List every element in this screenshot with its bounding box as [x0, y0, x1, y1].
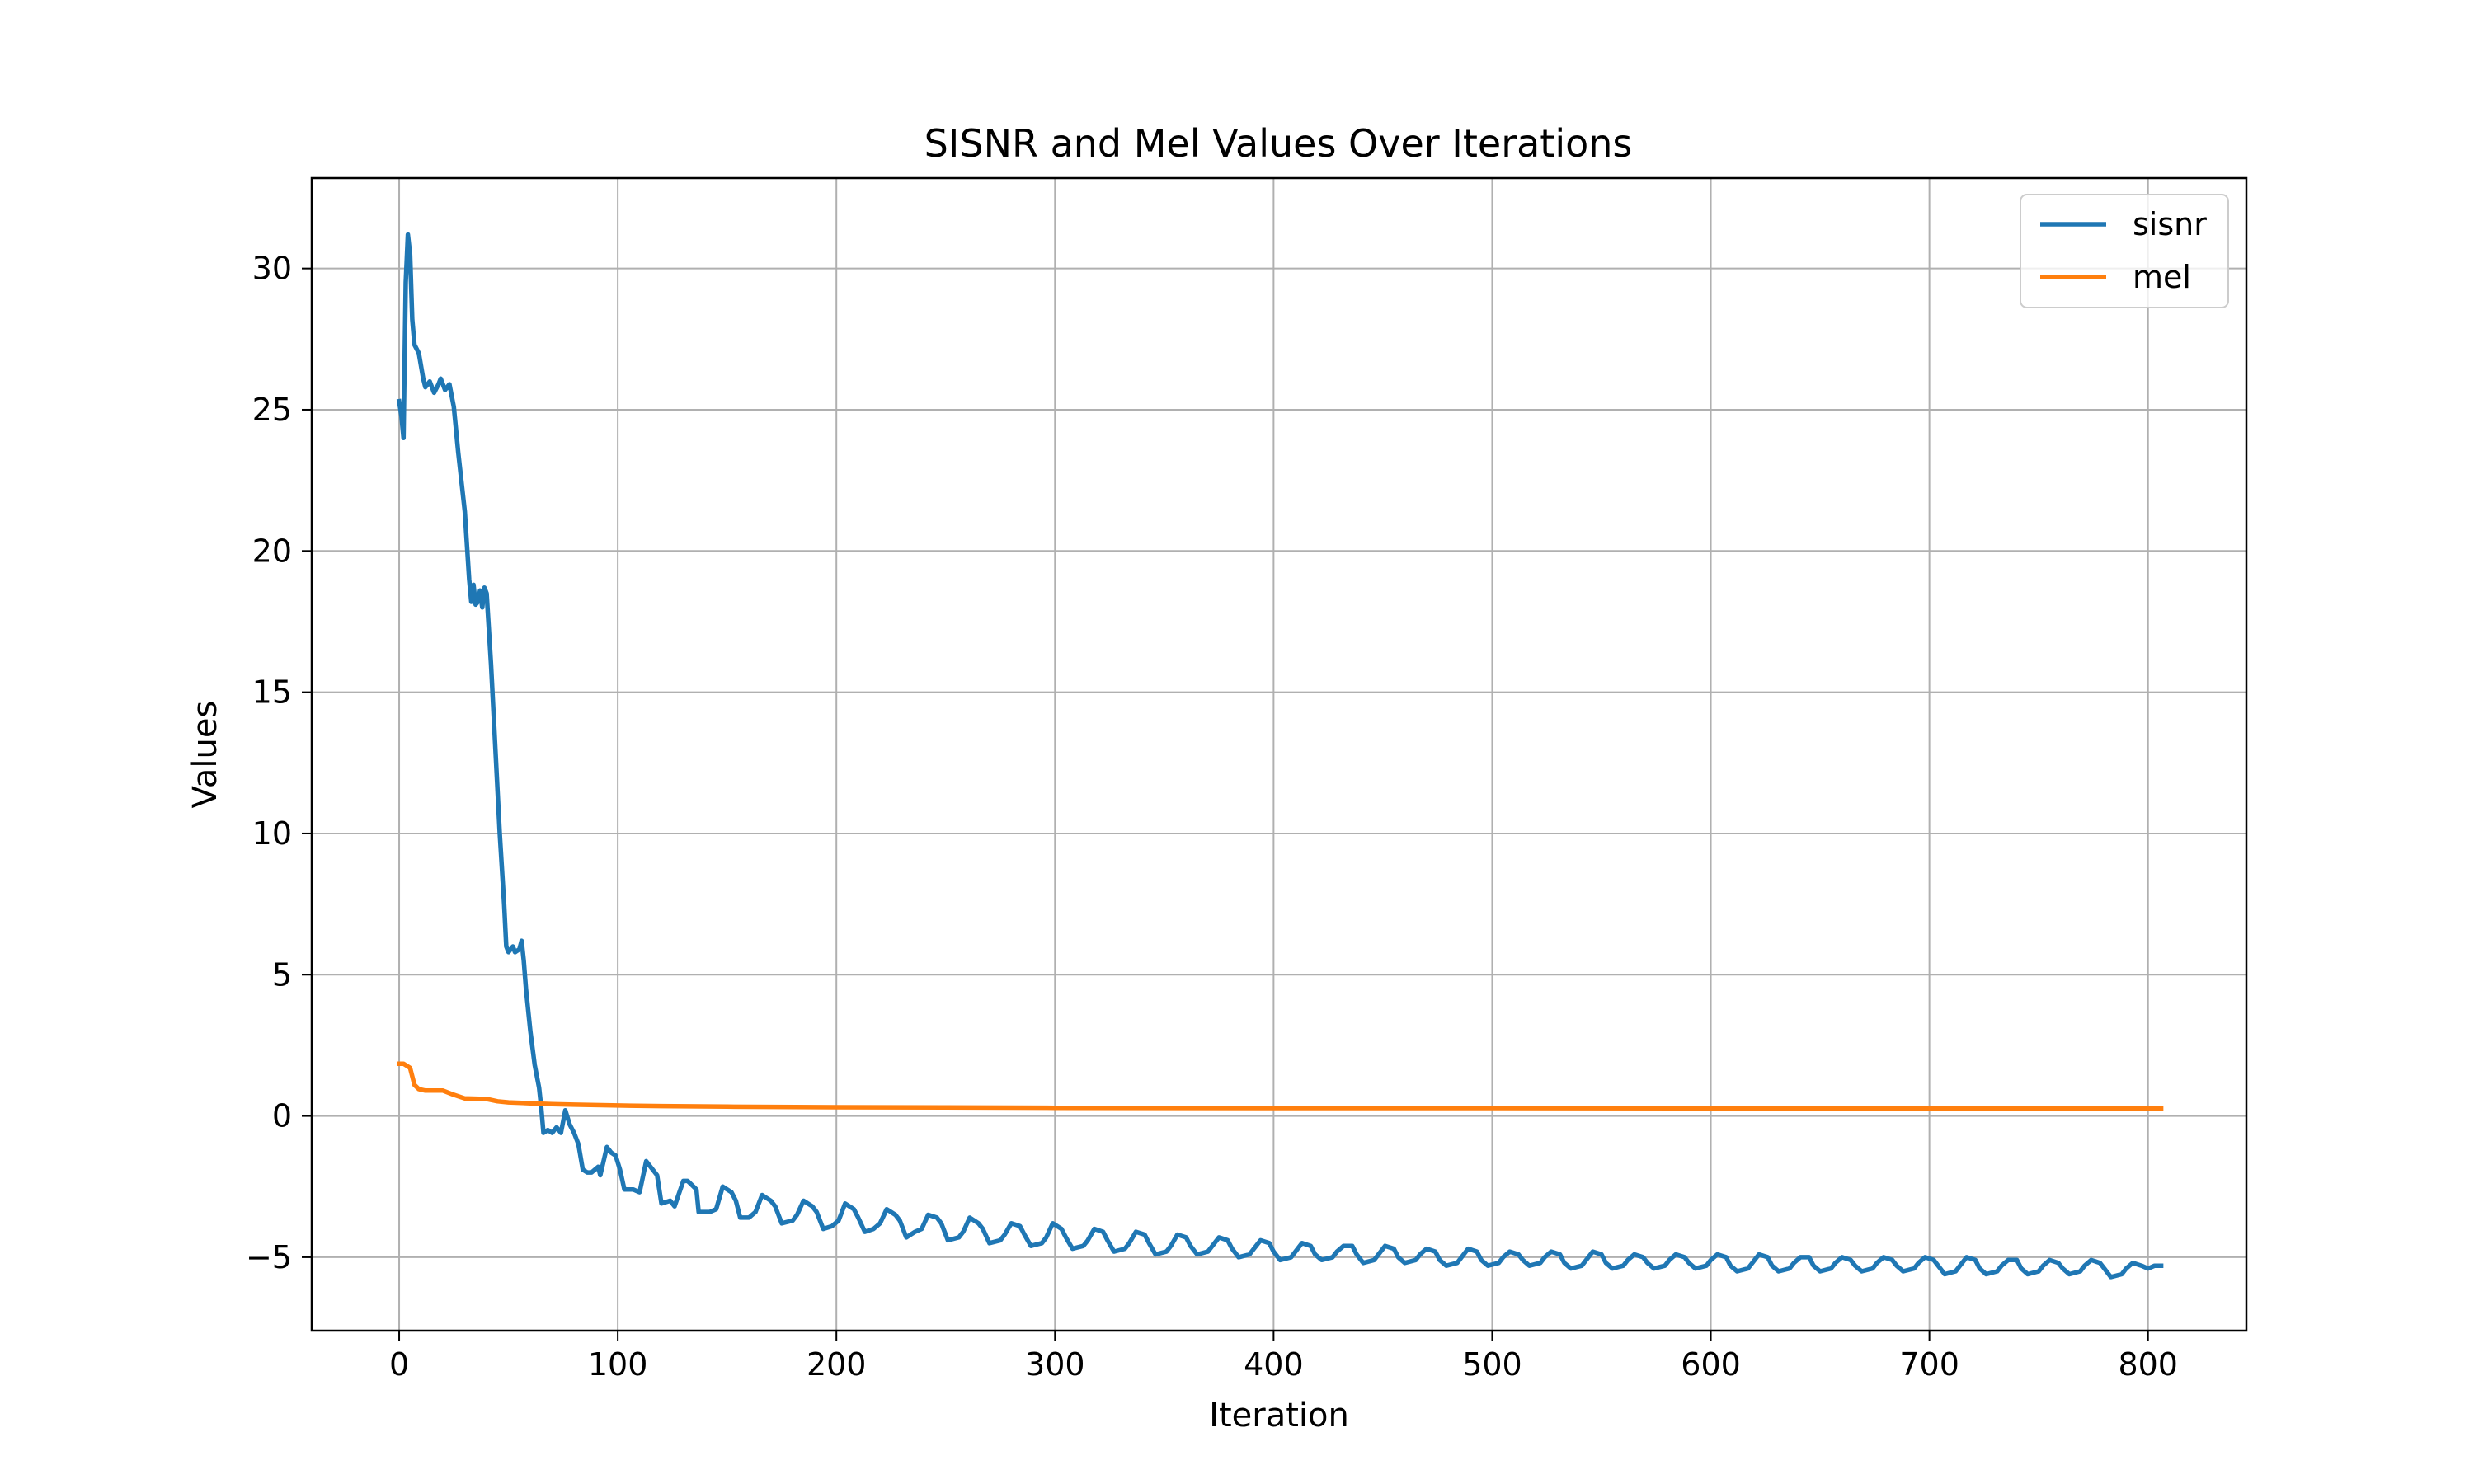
y-tick-label: 10 [252, 815, 292, 852]
series-layer [396, 232, 2164, 1280]
y-tick-label: 0 [272, 1098, 292, 1134]
x-axis-label: Iteration [1209, 1397, 1349, 1435]
y-tick-label: 25 [252, 392, 292, 428]
x-tick-label: 600 [1681, 1346, 1741, 1383]
series-line-mel [397, 1061, 2164, 1111]
series-line-sisnr [396, 232, 2164, 1280]
legend-label-mel: mel [2133, 259, 2191, 295]
x-tick-label: 500 [1462, 1346, 1522, 1383]
x-tick-label: 800 [2118, 1346, 2178, 1383]
x-tick-label: 0 [389, 1346, 409, 1383]
x-tick-label: 300 [1025, 1346, 1085, 1383]
x-tick-label: 700 [1899, 1346, 1959, 1383]
x-tick-label: 200 [807, 1346, 867, 1383]
y-tick-label: 20 [252, 533, 292, 569]
y-axis-label: Values [186, 701, 224, 809]
ticks: 0 100 200 300 400 500 600 700 800 −5 0 5 10 15 20 25 30 [246, 251, 2178, 1383]
legend: sisnr mel [2020, 194, 2229, 308]
y-tick-label: −5 [246, 1239, 292, 1275]
chart-title: SISNR and Mel Values Over Iterations [924, 121, 1633, 166]
legend-label-sisnr: sisnr [2133, 206, 2207, 242]
x-tick-label: 100 [588, 1346, 648, 1383]
plot-frame [310, 176, 2248, 1332]
y-tick-label: 30 [252, 251, 292, 287]
y-tick-label: 15 [252, 674, 292, 711]
y-tick-label: 5 [272, 956, 292, 993]
x-tick-label: 400 [1244, 1346, 1304, 1383]
